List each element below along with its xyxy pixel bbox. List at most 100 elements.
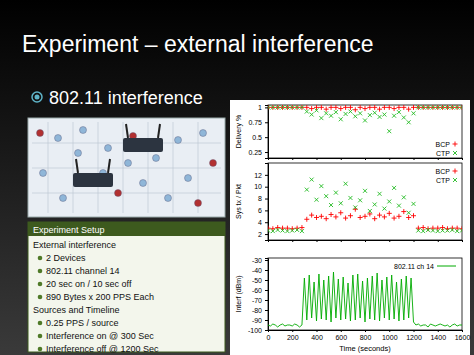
x-tick: 800	[360, 330, 372, 341]
y-tick-label: -90	[252, 317, 262, 324]
point-marker	[324, 107, 329, 112]
y-tick-mark	[265, 199, 268, 200]
y-tick-label: 0.75	[248, 119, 262, 126]
bullet-icon	[32, 92, 42, 102]
map-wall	[123, 122, 124, 213]
y-tick-label: 4	[258, 219, 262, 226]
y-tick: -30	[252, 257, 268, 264]
x-tick: 400	[311, 330, 323, 341]
x-tick: 600	[335, 330, 347, 341]
y-tick-mark	[265, 270, 268, 271]
y-axis-line	[265, 106, 269, 159]
x-tick: 1000	[382, 330, 398, 341]
y-tick: 12	[254, 172, 268, 179]
map-node	[153, 155, 160, 162]
legend-label: BCP	[436, 168, 451, 175]
point-marker	[348, 110, 352, 114]
legend-label: 802.11 ch 14	[394, 263, 434, 270]
router-icon	[123, 124, 163, 152]
y-tick-label: -80	[252, 307, 262, 314]
point-marker	[324, 111, 328, 115]
point-marker	[396, 105, 401, 110]
point-marker	[440, 105, 445, 110]
x-tick	[292, 158, 293, 160]
setup-item: 20 sec on / 10 sec off	[46, 279, 132, 289]
point-marker	[450, 228, 454, 232]
x-tick-mark	[268, 330, 269, 332]
y-tick-mark	[265, 280, 268, 281]
point-marker	[270, 105, 275, 110]
x-tick	[341, 240, 342, 242]
point-marker	[455, 105, 459, 109]
point-marker	[271, 229, 275, 233]
point-marker	[397, 110, 401, 114]
point-marker	[431, 229, 435, 233]
point-marker	[334, 191, 338, 195]
x-axis	[269, 158, 463, 160]
point-marker	[421, 105, 426, 110]
point-marker	[324, 194, 328, 198]
y-tick-mark	[265, 234, 268, 235]
x-tick: 1600	[455, 330, 471, 341]
point-marker	[392, 216, 397, 221]
point-marker	[397, 204, 401, 208]
point-marker	[436, 229, 440, 233]
point-marker	[445, 105, 449, 109]
point-marker	[344, 112, 348, 116]
point-marker	[333, 105, 338, 110]
point-marker	[445, 229, 449, 233]
point-marker	[299, 105, 304, 110]
y-tick-mark	[265, 187, 268, 188]
chart-panel	[230, 100, 470, 355]
y-tick-mark	[265, 310, 268, 311]
point-marker	[329, 212, 334, 217]
point-marker	[435, 105, 440, 110]
point-marker	[396, 214, 401, 219]
point-marker	[445, 105, 450, 110]
map-wall	[48, 122, 49, 213]
y-tick-mark	[265, 330, 268, 331]
plot-area	[268, 105, 462, 133]
point-marker	[455, 105, 460, 110]
setup-bullet	[38, 282, 43, 287]
y-tick-mark	[265, 260, 268, 261]
chart: 0.250.50.751Delivery %BCPCTP	[235, 104, 465, 160]
point-marker	[382, 113, 386, 117]
point-marker	[392, 186, 396, 190]
chart: 24681012Sys tx / PktBCPCTP	[235, 163, 465, 242]
point-marker	[416, 105, 421, 110]
x-tick-mark	[365, 158, 366, 160]
y-axis-title: Sys tx / Pkt	[235, 184, 243, 219]
point-marker	[348, 105, 353, 110]
point-marker	[426, 105, 430, 109]
legend-swatch	[453, 142, 458, 147]
point-marker	[363, 189, 367, 193]
point-marker	[363, 214, 368, 219]
setup-header-bg	[28, 222, 225, 236]
map-wall	[32, 168, 221, 169]
setup-item: 2 Devices	[46, 253, 86, 263]
x-tick-mark	[341, 240, 342, 242]
x-tick	[414, 240, 415, 242]
point-marker	[402, 195, 406, 199]
point-marker	[412, 202, 416, 206]
point-marker	[353, 205, 357, 209]
plot-area	[268, 272, 462, 327]
point-marker	[382, 105, 387, 110]
x-tick	[292, 240, 293, 242]
router-body	[73, 173, 113, 187]
point-marker	[268, 105, 270, 109]
point-marker	[290, 105, 295, 110]
y-tick: 0.5	[252, 134, 268, 141]
point-marker	[407, 120, 411, 124]
x-tick	[365, 158, 366, 160]
setup-bg	[28, 222, 225, 352]
point-marker	[387, 211, 392, 216]
legend: BCPCTP	[436, 168, 458, 184]
point-marker	[319, 214, 324, 219]
map-node	[115, 190, 122, 197]
point-marker	[382, 214, 387, 219]
router-antenna	[108, 159, 110, 173]
x-tick	[317, 240, 318, 242]
x-tick-mark	[438, 240, 439, 242]
